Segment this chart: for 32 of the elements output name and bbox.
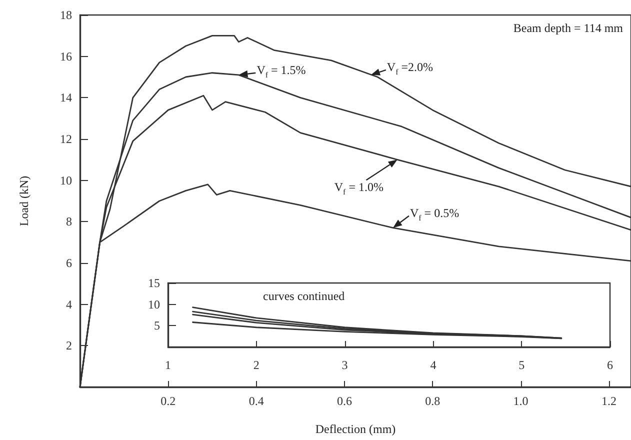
x-tick-label: 1.2 xyxy=(601,394,616,408)
y-tick-label: 6 xyxy=(66,256,72,270)
y-tick-label: 4 xyxy=(66,297,72,312)
y-tick-label: 8 xyxy=(66,214,72,229)
y-tick-label: 15 xyxy=(148,276,160,290)
x-tick-label: 0.4 xyxy=(248,394,264,408)
y-tick-label: 5 xyxy=(154,318,160,333)
annotation: V$_{f}$ = 1.0% xyxy=(334,180,384,199)
x-tick-label: 0.6 xyxy=(336,394,352,408)
x-axis-title: Deflection (mm) xyxy=(315,422,396,436)
y-tick-label: 12 xyxy=(60,132,72,146)
y-tick-label: 14 xyxy=(60,90,72,105)
annotation: V$_{f}$ =2.0% xyxy=(386,60,434,79)
y-tick-label: 18 xyxy=(60,8,72,22)
annotation: Beam depth = 114 mm xyxy=(513,21,623,35)
y-tick-label: 10 xyxy=(148,297,160,312)
y-tick-label: 16 xyxy=(60,49,72,64)
annotation: V$_{f}$ = 0.5% xyxy=(410,206,460,225)
annotation: V$_{f}$ = 1.5% xyxy=(256,63,306,82)
x-tick-label: 5 xyxy=(518,358,525,372)
x-tick-label: 0.8 xyxy=(425,394,440,408)
x-tick-label: 4 xyxy=(430,358,436,372)
text: curves continued xyxy=(263,289,345,303)
x-tick-label: 1.0 xyxy=(513,394,528,408)
y-tick-label: 2 xyxy=(66,338,72,353)
y-axis-title: Load (kN) xyxy=(17,176,31,226)
x-tick-label: 2 xyxy=(253,358,260,372)
x-tick-label: 1 xyxy=(165,358,171,372)
x-tick-label: 0.2 xyxy=(160,394,176,408)
x-tick-label: 6 xyxy=(607,358,613,372)
y-tick-label: 10 xyxy=(60,173,72,188)
x-tick-label: 3 xyxy=(342,358,348,372)
